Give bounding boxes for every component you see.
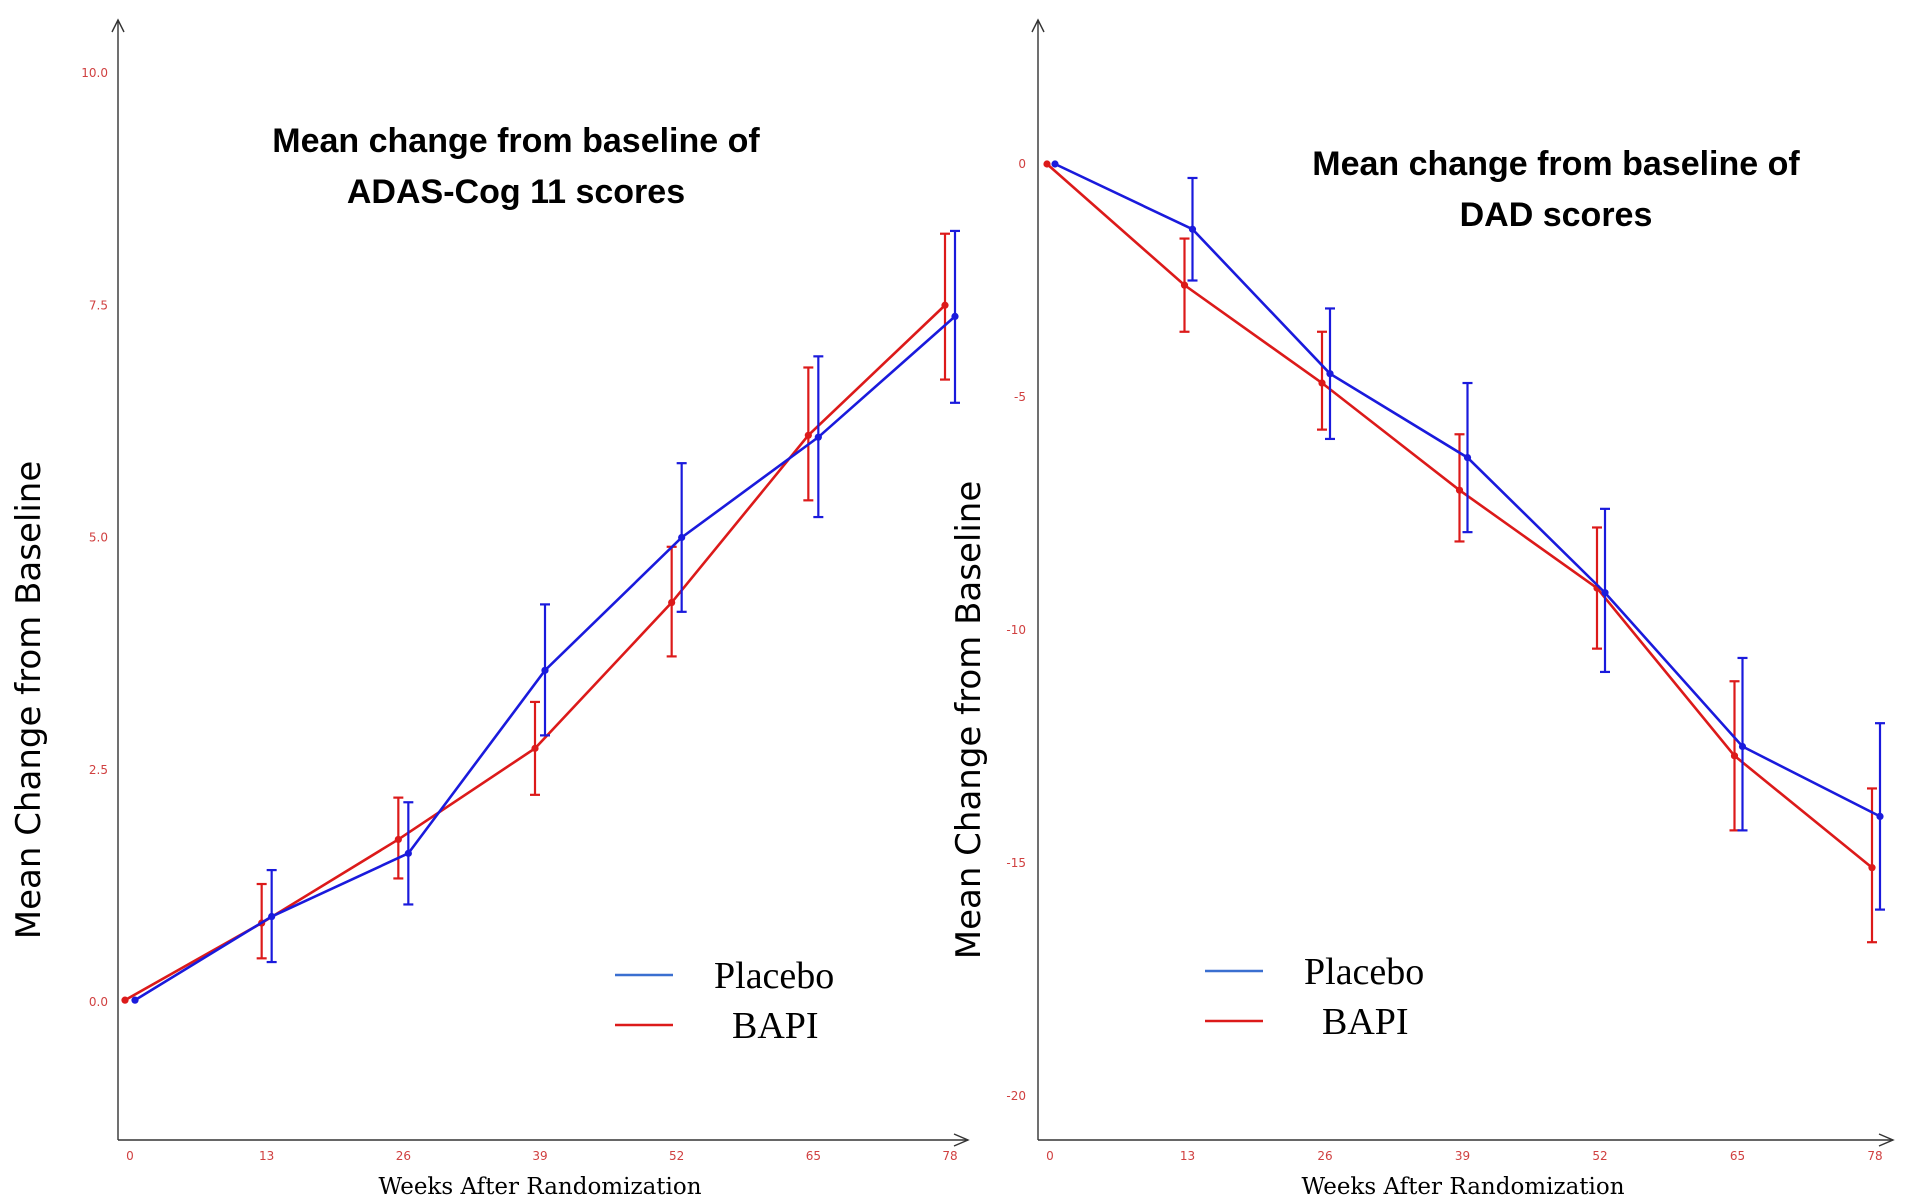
chart-title-line-2: DAD scores: [1460, 196, 1653, 234]
data-point: [1455, 486, 1464, 494]
y-tick-label: 10.0: [81, 66, 108, 80]
data-point: [1051, 160, 1059, 168]
series-bapi: [121, 232, 950, 1004]
data-point: [678, 533, 686, 542]
data-point: [814, 433, 822, 441]
data-point: [404, 849, 412, 857]
legend: Placebo BAPI: [1205, 951, 1424, 1043]
data-point: [1318, 379, 1326, 387]
x-tick-label: 26: [396, 1149, 411, 1163]
series-placebo: [1051, 160, 1885, 911]
data-point: [394, 835, 402, 844]
x-tick-label: 0: [126, 1149, 134, 1163]
data-point: [1738, 742, 1747, 751]
x-tick-label: 26: [1317, 1149, 1332, 1163]
x-axis-title: Weeks After Randomization: [1301, 1174, 1624, 1200]
legend-label: Placebo: [1304, 951, 1424, 993]
chart-title-line-2: ADAS-Cog 11 scores: [347, 173, 685, 211]
y-axis-title: Mean Change from Baseline: [949, 481, 989, 960]
x-tick-label: 52: [1592, 1149, 1607, 1163]
data-point: [1188, 225, 1197, 233]
data-point: [1601, 589, 1609, 597]
data-point: [804, 431, 812, 439]
adas-cog-chart: 0.0 2.5 5.0 7.5 10.0 0 13 26 39 52 65 78 Mean change…: [9, 18, 970, 1200]
legend: Placebo BAPI: [615, 955, 834, 1047]
data-point: [1868, 864, 1876, 872]
data-point: [121, 996, 129, 1004]
x-tick-label: 52: [669, 1149, 684, 1163]
series-bapi: [1043, 160, 1877, 944]
data-point: [1180, 281, 1189, 289]
data-point: [268, 912, 276, 921]
legend-label: BAPI: [1322, 1001, 1409, 1043]
x-axis-title: Weeks After Randomization: [378, 1174, 701, 1200]
axes: [111, 18, 970, 1147]
legend-label: BAPI: [732, 1005, 819, 1047]
y-tick-label: -5: [1014, 390, 1026, 404]
y-tick-label: -20: [1006, 1089, 1026, 1103]
data-point: [668, 598, 676, 607]
data-point: [131, 996, 139, 1004]
data-point: [1326, 370, 1334, 378]
y-axis-title: Mean Change from Baseline: [9, 461, 49, 940]
series-line: [124, 304, 946, 1002]
x-tick-label: 65: [1730, 1149, 1745, 1163]
y-tick-label: 5.0: [89, 531, 108, 545]
y-tick-label: 2.5: [89, 763, 108, 777]
chart-title-line-1: Mean change from baseline of: [272, 122, 760, 160]
series-placebo: [131, 229, 960, 1004]
axes: [1031, 18, 1895, 1147]
legend-label: Placebo: [714, 955, 834, 997]
x-tick-label: 39: [1455, 1149, 1470, 1163]
x-tick-label: 65: [806, 1149, 821, 1163]
x-axis-arrow: [1878, 1133, 1895, 1147]
data-point: [531, 744, 539, 752]
dad-chart: 0 -5 -10 -15 -20 0 13 26 39 52 65 78 Mean change fro…: [949, 18, 1895, 1200]
y-tick-label: -15: [1006, 856, 1026, 870]
x-tick-label: 39: [532, 1149, 547, 1163]
data-point: [941, 301, 949, 309]
y-tick-label: 0.0: [89, 995, 108, 1009]
y-tick-label: 0: [1018, 157, 1026, 171]
x-tick-label: 13: [259, 1149, 274, 1163]
chart-title-line-1: Mean change from baseline of: [1312, 145, 1800, 183]
data-point: [1043, 160, 1051, 168]
data-point: [1876, 812, 1884, 821]
y-axis-arrow: [111, 18, 125, 33]
y-tick-label: -10: [1006, 623, 1026, 637]
x-tick-label: 78: [942, 1149, 957, 1163]
y-tick-label: 7.5: [89, 298, 108, 312]
data-point: [1730, 752, 1739, 760]
data-point: [951, 312, 959, 320]
data-point: [1463, 453, 1472, 462]
x-axis-arrow: [953, 1133, 970, 1147]
x-tick-label: 0: [1046, 1149, 1054, 1163]
y-axis-arrow: [1031, 18, 1045, 33]
x-tick-label: 78: [1867, 1149, 1882, 1163]
data-point: [541, 666, 549, 674]
x-tick-label: 13: [1180, 1149, 1195, 1163]
